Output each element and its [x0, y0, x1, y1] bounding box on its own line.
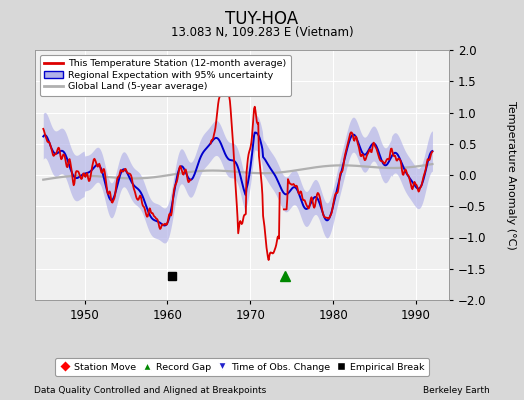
Text: 13.083 N, 109.283 E (Vietnam): 13.083 N, 109.283 E (Vietnam) — [171, 26, 353, 39]
Y-axis label: Temperature Anomaly (°C): Temperature Anomaly (°C) — [506, 101, 516, 249]
Text: Berkeley Earth: Berkeley Earth — [423, 386, 490, 395]
Text: TUY-HOA: TUY-HOA — [225, 10, 299, 28]
Legend: This Temperature Station (12-month average), Regional Expectation with 95% uncer: This Temperature Station (12-month avera… — [40, 55, 291, 96]
Legend: Station Move, Record Gap, Time of Obs. Change, Empirical Break: Station Move, Record Gap, Time of Obs. C… — [55, 358, 429, 376]
Text: Data Quality Controlled and Aligned at Breakpoints: Data Quality Controlled and Aligned at B… — [34, 386, 266, 395]
